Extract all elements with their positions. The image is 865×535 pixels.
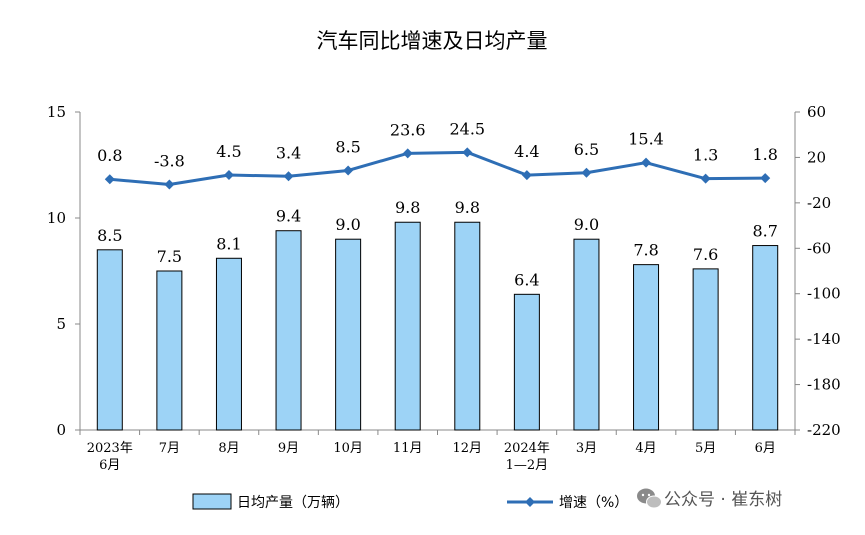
bar [513, 293, 540, 431]
y-right-tick-label: -100 [807, 285, 841, 303]
legend-label-bar: 日均产量（万辆） [237, 495, 349, 511]
y-left-tick-label: 0 [56, 421, 66, 439]
legend-label-line: 增速（%） [559, 495, 628, 511]
growth-value-label: 6.5 [574, 140, 599, 159]
bar-value-label: 7.8 [633, 241, 658, 260]
bar-value-label: 9.0 [335, 215, 360, 234]
growth-value-label: 8.5 [335, 137, 360, 156]
y-right-tick-label: 60 [807, 103, 826, 121]
watermark-text: 公众号 · 崔东树 [664, 490, 782, 510]
growth-point [283, 171, 294, 182]
x-tick-label: 12月 [453, 441, 483, 456]
legend-swatch-bar [192, 493, 232, 510]
bar [215, 257, 242, 431]
growth-point [521, 170, 532, 181]
bar-value-label: 9.4 [276, 207, 301, 226]
wechat-icon [637, 488, 662, 509]
x-tick-label: 6月 [755, 441, 776, 456]
y-right-tick-label: -180 [807, 376, 841, 394]
growth-value-label: 3.4 [276, 143, 301, 162]
x-tick-label: 2024年 1—2月 [504, 441, 550, 473]
bar-value-label: 8.5 [97, 226, 122, 245]
growth-value-label: 1.3 [693, 146, 718, 165]
growth-value-label: 24.5 [449, 119, 485, 138]
bar-value-label: 8.7 [752, 222, 777, 241]
bar [454, 221, 481, 431]
bar-value-label: 9.8 [395, 198, 420, 217]
growth-point [343, 165, 354, 176]
growth-value-label: 4.4 [514, 142, 539, 161]
growth-line [109, 150, 766, 186]
x-tick-label: 7月 [159, 441, 180, 456]
bar [275, 230, 302, 431]
y-left-tick-label: 10 [47, 209, 66, 227]
bar [573, 238, 600, 431]
bar [96, 249, 123, 431]
y-right-tick-label: -140 [807, 330, 841, 348]
x-tick-label: 9月 [278, 441, 299, 456]
growth-point [164, 179, 175, 190]
x-tick-label: 10月 [333, 441, 363, 456]
growth-point [581, 167, 592, 178]
watermark: 公众号 · 崔东树 [637, 488, 782, 510]
y-right-tick-label: -20 [807, 194, 831, 212]
x-tick-label: 3月 [576, 441, 597, 456]
y-right-tick-label: -60 [807, 239, 831, 257]
bar-value-label: 7.5 [157, 247, 182, 266]
bar-value-label: 9.8 [455, 198, 480, 217]
chart-title: 汽车同比增速及日均产量 [317, 29, 548, 53]
growth-point [462, 147, 473, 158]
bar [335, 238, 362, 431]
growth-value-label: 15.4 [628, 130, 664, 149]
growth-point [641, 157, 652, 168]
growth-point [760, 173, 771, 184]
bar [394, 221, 421, 431]
x-tick-label: 4月 [635, 441, 656, 456]
y-left-tick-label: 5 [56, 315, 66, 333]
growth-value-label: 23.6 [390, 120, 426, 139]
legend-swatch-marker [525, 497, 535, 507]
growth-value-label: 1.8 [752, 145, 777, 164]
x-tick-label: 11月 [393, 441, 423, 456]
bar-value-label: 6.4 [514, 270, 539, 289]
y-right-tick-label: -220 [807, 421, 841, 439]
bar-value-label: 9.0 [574, 215, 599, 234]
growth-value-label: 0.8 [97, 146, 122, 165]
growth-point [104, 174, 115, 185]
bar [156, 270, 183, 431]
y-left-tick-label: 15 [47, 103, 66, 121]
growth-point [700, 173, 711, 184]
growth-value-label: 4.5 [216, 142, 241, 161]
y-right-tick-label: 20 [807, 148, 826, 166]
x-tick-label: 5月 [695, 441, 716, 456]
bar [633, 264, 660, 431]
growth-value-label: -3.8 [154, 151, 185, 170]
growth-point [402, 148, 413, 159]
x-tick-label: 8月 [218, 441, 239, 456]
bar [692, 268, 719, 431]
x-tick-label: 2023年 6月 [87, 441, 133, 473]
bar-value-label: 7.6 [693, 245, 718, 264]
growth-point [223, 170, 234, 181]
bar [752, 245, 779, 431]
bar-value-label: 8.1 [216, 234, 241, 253]
